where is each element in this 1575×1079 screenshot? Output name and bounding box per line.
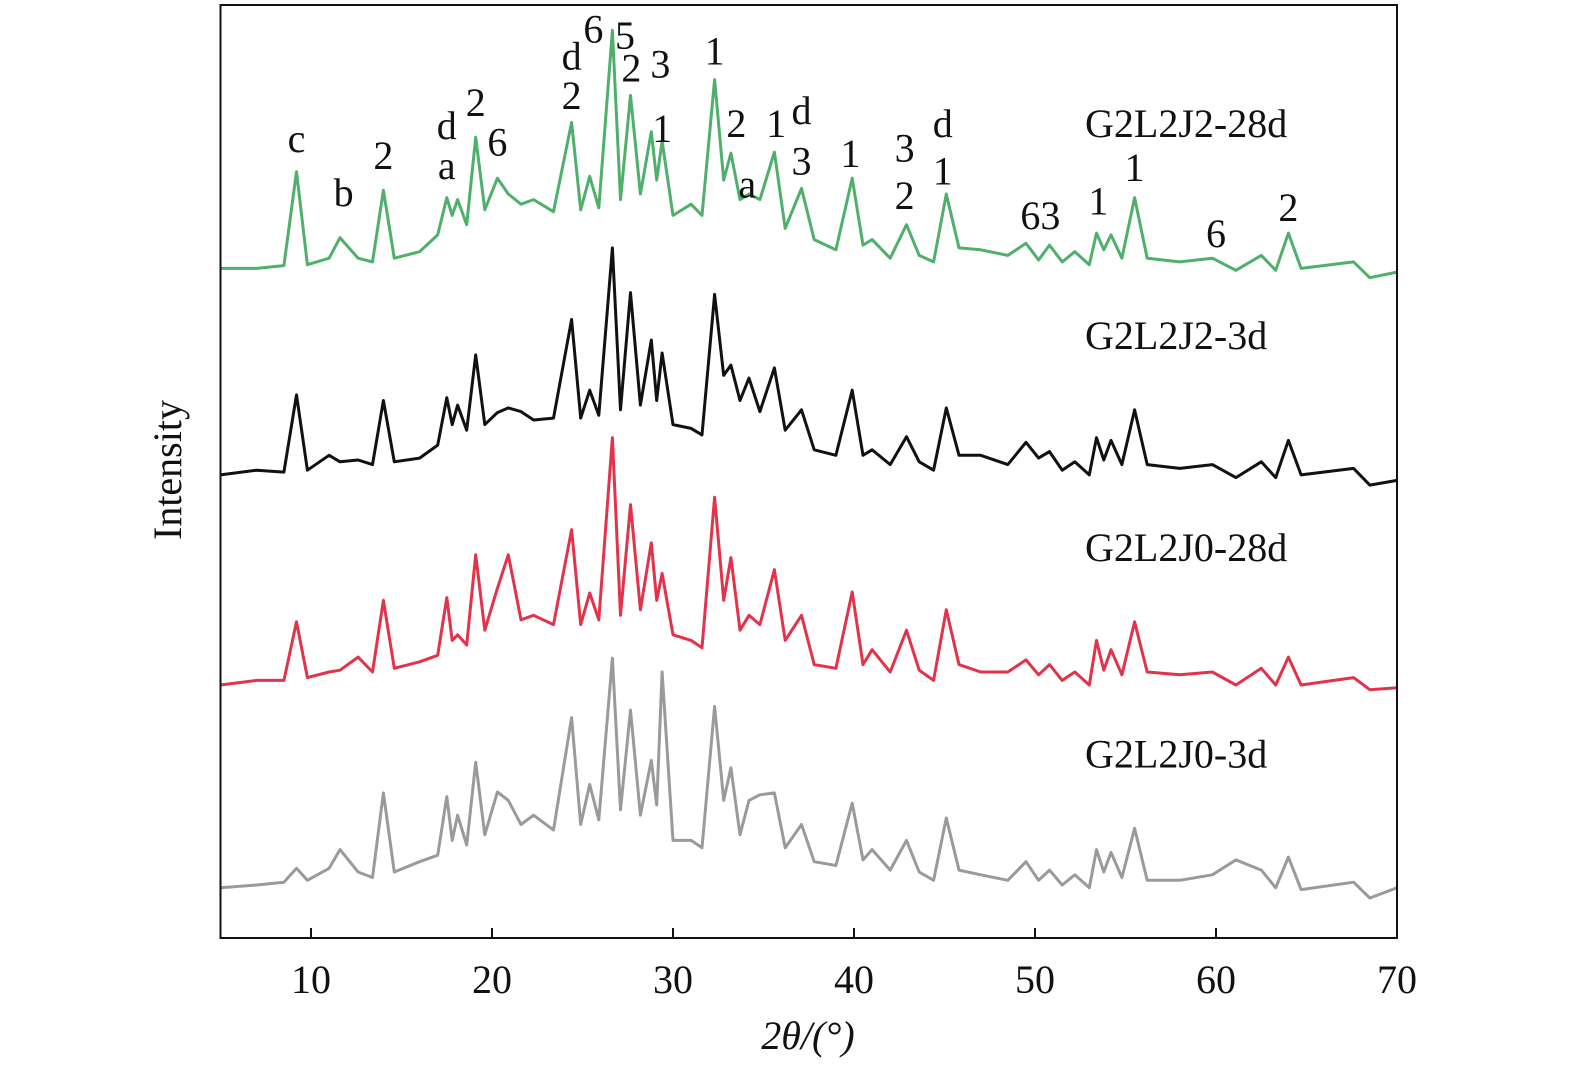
series-label: G2L2J0-3d	[1085, 731, 1267, 776]
series-label: G2L2J2-28d	[1085, 101, 1287, 146]
peak-label: 6	[583, 6, 603, 51]
peak-label: 1	[933, 149, 953, 194]
peak-label: d	[562, 33, 582, 78]
peak-label: 3	[650, 42, 670, 87]
peak-label: c	[288, 116, 306, 161]
peak-label: 1	[1088, 178, 1108, 223]
peak-label: d	[933, 101, 953, 146]
peak-label: 1	[705, 29, 725, 74]
peak-label: 3	[895, 125, 915, 170]
peak-label: a	[438, 143, 456, 188]
x-tick-label: 60	[1196, 957, 1236, 1002]
peak-label: 2	[726, 101, 746, 146]
peak-label: b	[334, 170, 354, 215]
peak-label: 2	[373, 133, 393, 178]
peak-label: 2	[621, 45, 641, 90]
peak-label: 6	[1206, 211, 1226, 256]
x-axis-label: 2θ/(°)	[761, 1013, 854, 1058]
series-line	[220, 436, 1398, 692]
peak-label: 2	[466, 80, 486, 125]
x-tick-label: 50	[1015, 957, 1055, 1002]
peak-label: 2	[562, 73, 582, 118]
x-tick-label: 40	[834, 957, 874, 1002]
x-tick-label: 30	[653, 957, 693, 1002]
peak-label: 63	[1020, 193, 1060, 238]
peak-label: 6	[487, 120, 507, 165]
peak-label: 1	[1125, 145, 1145, 190]
peak-label: 2	[895, 173, 915, 218]
peak-label: 2	[1278, 185, 1298, 230]
series-line	[220, 246, 1398, 487]
peak-label: 1	[652, 106, 672, 151]
peak-label: 1	[840, 131, 860, 176]
x-tick-label: 20	[472, 957, 512, 1002]
y-axis-label: Intensity	[145, 400, 190, 540]
x-tick-label: 10	[291, 957, 331, 1002]
peak-label: d	[437, 103, 457, 148]
peak-label: a	[738, 162, 756, 207]
series-label: G2L2J0-28d	[1085, 525, 1287, 570]
series-line	[220, 656, 1398, 900]
peak-label: 5	[615, 13, 635, 58]
x-tick-label: 70	[1377, 957, 1417, 1002]
peak-label: d	[792, 88, 812, 133]
series-label: G2L2J2-3d	[1085, 313, 1267, 358]
plot-frame	[219, 4, 1398, 939]
peak-label: 3	[792, 138, 812, 183]
peak-label: 1	[766, 101, 786, 146]
series-line	[220, 28, 1398, 280]
